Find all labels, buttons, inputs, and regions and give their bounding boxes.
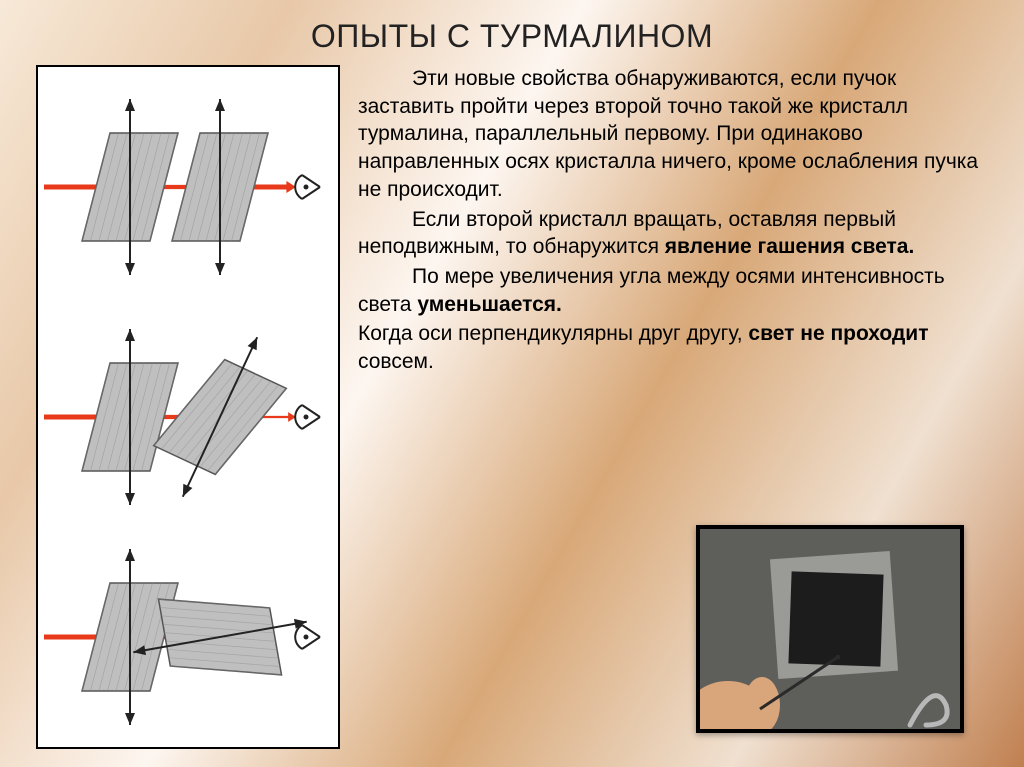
tourmaline-diagram (36, 65, 340, 749)
p4-text-a: Когда оси перпендикулярны друг другу, (358, 322, 748, 345)
p3-text-b: уменьшается. (417, 293, 562, 316)
p4-text-b: свет не проходит (748, 322, 928, 345)
paragraph-2: Если второй кристалл вращать, оставляя п… (358, 206, 988, 261)
paragraph-3: По мере увеличения угла между осями инте… (358, 263, 988, 318)
paragraph-4: Когда оси перпендикулярны друг другу, св… (358, 320, 988, 375)
slide-title: ОПЫТЫ С ТУРМАЛИНОМ (36, 18, 988, 55)
polarizer-photo (696, 525, 964, 733)
slide: ОПЫТЫ С ТУРМАЛИНОМ Эти новые свойства об… (0, 0, 1024, 767)
p1-text: Эти новые свойства обнаруживаются, если … (358, 67, 978, 201)
p4-text-c: совсем. (358, 350, 434, 373)
paragraph-1: Эти новые свойства обнаруживаются, если … (358, 65, 988, 204)
p2-text-b: явление гашения света. (665, 235, 915, 258)
